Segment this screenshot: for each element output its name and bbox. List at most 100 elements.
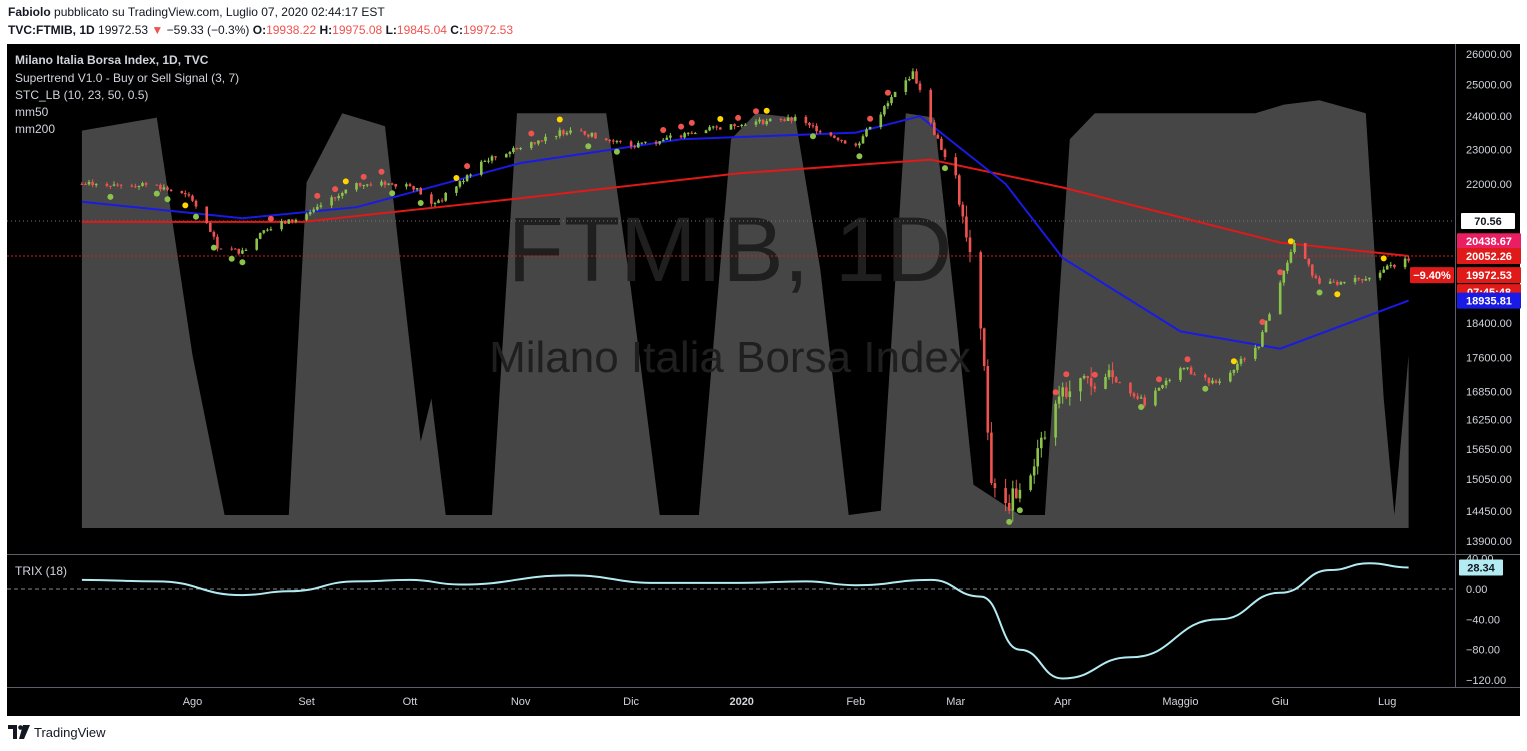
candle-body [1318, 278, 1321, 284]
candle-body [112, 184, 116, 186]
candle-body [1382, 269, 1385, 273]
signal-dot [417, 200, 424, 206]
candle-body [1385, 265, 1389, 270]
candle-body [936, 134, 940, 139]
legend-stc[interactable]: STC_LB (10, 23, 50, 0.5) [15, 88, 148, 102]
chart-legend[interactable]: Milano Italia Borsa Index, 1D, TVC Super… [15, 53, 239, 136]
candle-body [212, 231, 216, 237]
moving-averages [81, 115, 1409, 350]
candle-body [943, 149, 947, 158]
candle-body [904, 80, 908, 92]
mm50-price-label: 18935.81 [1466, 296, 1512, 308]
candle-body [1328, 281, 1332, 284]
signal-dot [228, 255, 235, 262]
time-tick-label: Ott [403, 696, 418, 708]
candle-body [512, 148, 515, 153]
candle-body [166, 187, 169, 190]
legend-supertrend[interactable]: Supertrend V1.0 - Buy or Sell Signal (3,… [15, 71, 239, 85]
candle-body [308, 211, 312, 215]
candle-body [1339, 282, 1343, 285]
candle-body [590, 132, 594, 137]
signal-dot [1316, 289, 1323, 296]
tradingview-logo-icon[interactable] [8, 725, 30, 739]
candle-body [394, 184, 397, 187]
candle-body [1132, 393, 1136, 397]
candle-body [540, 140, 544, 142]
candle-body [686, 132, 690, 134]
candle-body [993, 483, 997, 488]
candle-body [194, 200, 198, 207]
signal-dot [210, 244, 217, 251]
candle-body [1364, 279, 1368, 281]
symbol-label[interactable]: TVC:FTMIB, 1D [8, 23, 95, 37]
author-name[interactable]: Fabiolo [8, 5, 51, 19]
signal-dot [753, 108, 759, 115]
candle-body [779, 118, 783, 120]
candle-body [480, 161, 483, 175]
candle-body [1282, 270, 1286, 283]
legend-title[interactable]: Milano Italia Borsa Index, 1D, TVC [15, 53, 209, 67]
candle-body [883, 106, 886, 115]
candle-body [465, 175, 469, 181]
trix-legend[interactable]: TRIX (18) [15, 564, 67, 578]
candle-body [711, 126, 715, 128]
signal-dot [107, 193, 114, 200]
candle-body [355, 183, 358, 190]
signal-dot [585, 143, 592, 150]
candle-body [929, 89, 932, 123]
trix-tick-label: 0.00 [1466, 584, 1487, 596]
candle-body [116, 184, 119, 186]
candle-body [266, 229, 269, 231]
candle-body [982, 328, 986, 366]
candle-body [1161, 385, 1164, 388]
candle-body [312, 209, 315, 212]
candle-body [455, 186, 458, 193]
candle-body [1004, 488, 1007, 503]
candle-body [990, 432, 993, 484]
candle-body [87, 181, 91, 185]
candle-body [654, 141, 658, 144]
legend-mm50[interactable]: mm50 [15, 105, 49, 119]
candle-body [105, 183, 109, 186]
signal-dot [1277, 269, 1284, 276]
candle-body [644, 141, 647, 143]
watermark-symbol: FTMIB, 1D [508, 199, 953, 301]
candle-body [141, 183, 144, 186]
symbol-watermark: FTMIB, 1D Milano Italia Borsa Index [489, 199, 971, 382]
candle-body [387, 183, 390, 185]
open-label: O: [252, 23, 267, 37]
candle-body [761, 119, 765, 125]
candle-body [283, 221, 287, 224]
candle-body [1268, 314, 1271, 321]
candle-body [1218, 381, 1221, 383]
candle-body [258, 232, 262, 239]
price-chart[interactable]: FTMIB, 1D Milano Italia Borsa Index 2600… [0, 44, 1527, 716]
signal-dot [239, 259, 246, 266]
tradingview-brand[interactable]: TradingView [34, 725, 106, 740]
candle-body [1082, 376, 1086, 379]
candle-body [1239, 358, 1243, 364]
candle-body [679, 135, 683, 138]
time-tick-label: Giu [1272, 696, 1289, 708]
candle-body [1214, 380, 1218, 383]
time-axis[interactable]: Ago Set Ott Nov Dic 2020 Feb Mar Apr Maggio Giu Lug [183, 696, 1397, 708]
candle-body [1389, 264, 1393, 266]
candle-body [544, 136, 547, 142]
candle-body [637, 143, 640, 148]
candle-body [287, 219, 291, 224]
price-axis[interactable]: 26000.00 25000.00 24000.00 23000.00 22000.00… [1466, 49, 1512, 687]
candle-body [1157, 388, 1161, 391]
candle-body [690, 132, 694, 134]
candle-body [704, 130, 708, 134]
candle-body [661, 139, 665, 142]
signal-dot [464, 163, 471, 170]
candle-body [219, 248, 223, 250]
candle-body [337, 196, 340, 198]
candle-body [765, 121, 768, 125]
candle-body [754, 121, 758, 125]
price-tick-label: 18400.00 [1466, 318, 1512, 330]
candle-body [736, 126, 740, 127]
change-percent-label: −9.40% [1413, 270, 1451, 282]
legend-mm200[interactable]: mm200 [15, 122, 55, 136]
candle-body [1378, 272, 1382, 278]
